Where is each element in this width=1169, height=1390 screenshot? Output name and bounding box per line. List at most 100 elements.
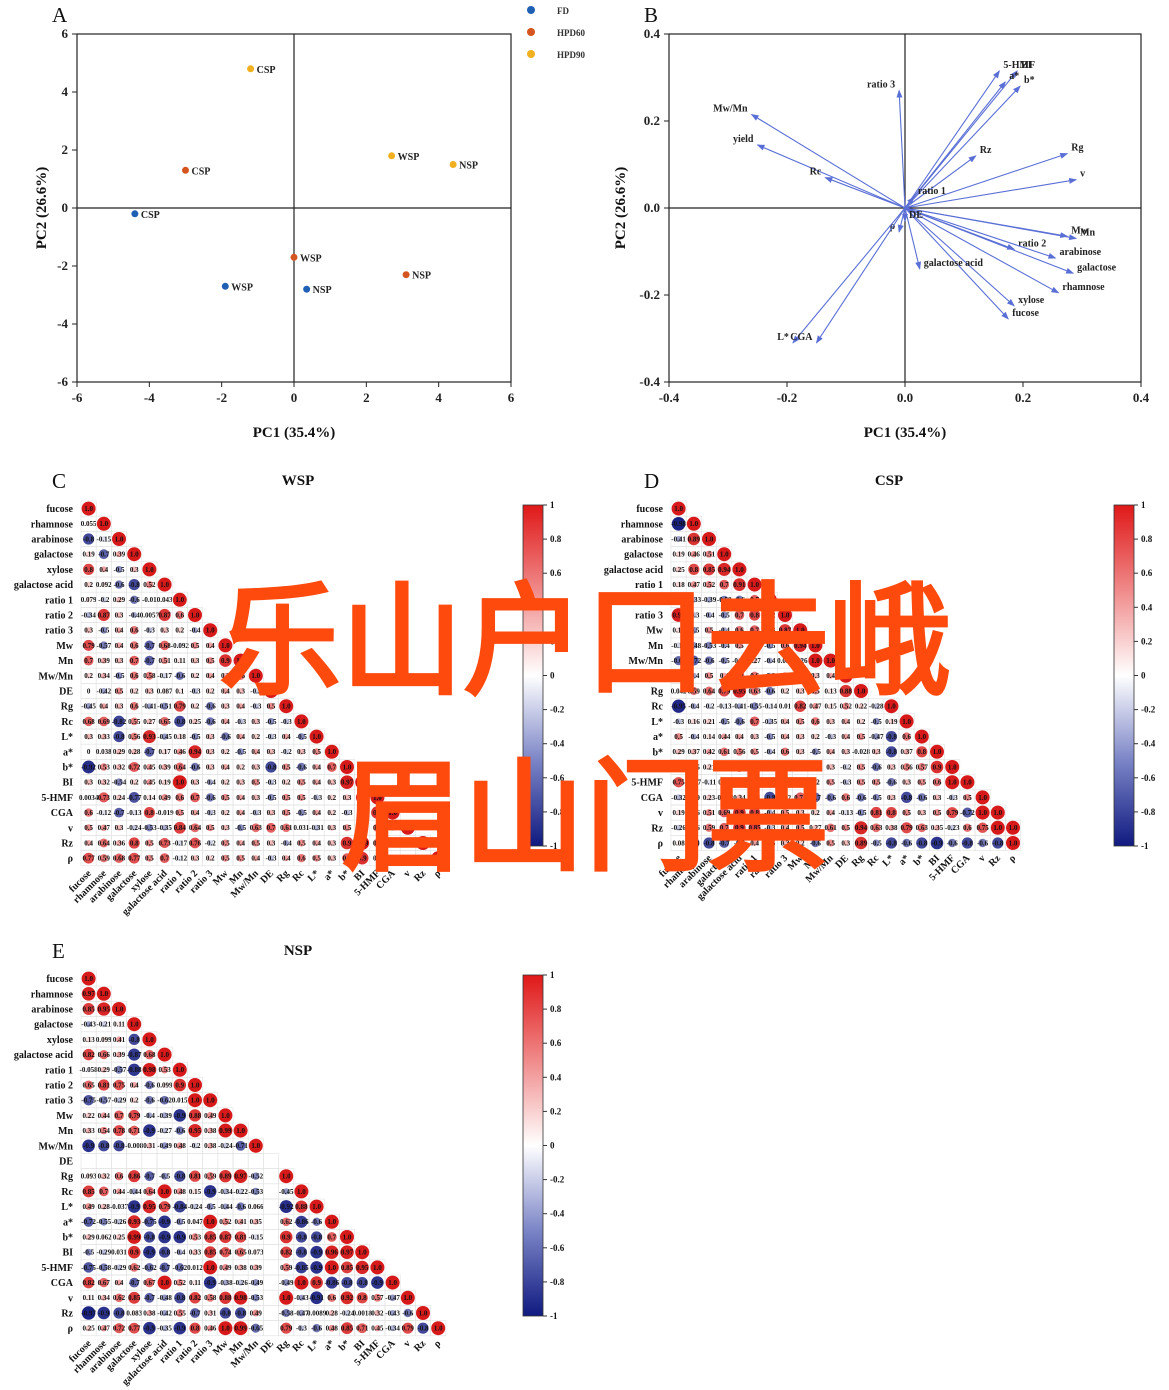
heatmap-cell	[176, 809, 184, 817]
heatmap-cell-value: -0.9	[98, 1309, 110, 1317]
heatmap-cell-value: 0.5	[312, 748, 321, 756]
loading-arrow	[824, 177, 906, 209]
heatmap-cell-value: 0.5	[841, 824, 850, 832]
heatmap-cell	[157, 577, 172, 592]
heatmap-row-label: rhamnose	[621, 519, 664, 530]
loading-label: a*	[1009, 71, 1019, 82]
heatmap-cell-value: 0.82	[280, 1249, 293, 1257]
heatmap-cell-value: 1.0	[115, 1005, 124, 1013]
heatmap-cell-value: 0.95	[356, 1264, 369, 1272]
heatmap-cell-value: 0.35	[931, 824, 944, 832]
heatmap-cell-value: -0.3	[250, 809, 262, 817]
heatmap-cell-value: 0.5	[297, 839, 306, 847]
heatmap-cell-value: -0.8	[296, 1249, 308, 1257]
heatmap-cell-value: 0.28	[326, 1309, 339, 1317]
heatmap-cell-value: 0.4	[841, 733, 850, 741]
panel-a-point-label: WSP	[300, 253, 322, 264]
heatmap-cell-value: -0.8	[129, 581, 141, 589]
heatmap-cell	[675, 642, 682, 649]
heatmap-cell-value: 0.72	[113, 1325, 126, 1333]
heatmap-cell-value: 0.0089	[307, 1309, 327, 1317]
heatmap-cell	[720, 595, 729, 604]
heatmap-cell	[283, 718, 290, 725]
heatmap-cell-value: 0.3	[191, 657, 200, 665]
heatmap-cell	[252, 778, 260, 786]
heatmap-row-label: arabinose	[31, 535, 73, 546]
heatmap-row-label: BI	[652, 763, 663, 774]
heatmap-cell-value: -0.6	[174, 672, 186, 680]
heatmap-cell	[116, 764, 122, 770]
heatmap-cell-value: 0.5	[206, 657, 215, 665]
panel-c-heatmap-wsp: C WSPfucosefucoserhamnoserhamnosearabinos…	[14, 469, 565, 918]
heatmap-cell-value: -0.29	[112, 1097, 127, 1105]
heatmap-cell-value: 1.0	[388, 809, 397, 817]
heatmap-cell-value: -0.98	[671, 520, 686, 528]
heatmap-cell	[282, 809, 290, 817]
heatmap-cell-value: 0.3	[841, 748, 850, 756]
legend-label: HPD90	[557, 50, 585, 60]
heatmap-cell-value: 1.0	[978, 809, 987, 817]
heatmap-cell	[128, 579, 140, 591]
heatmap-cell-value: 0.53	[158, 1066, 171, 1074]
heatmap-col-label: Rg	[850, 853, 866, 869]
heatmap-cell	[675, 566, 682, 573]
colorbar-tick-label: -0.6	[1141, 773, 1156, 783]
heatmap-cell-value: 0.73	[98, 794, 111, 802]
heatmap-cell-value: 0.57	[371, 1294, 384, 1302]
heatmap-cell-value: 0.4	[206, 672, 215, 680]
heatmap-row-label: Rg	[61, 702, 73, 713]
heatmap-cell-value: -0.38	[218, 1279, 233, 1287]
panel-b-xlabel: PC1 (35.4%)	[864, 425, 947, 441]
heatmap-cell-value: 0.2	[251, 733, 260, 741]
heatmap-cell-value: -0.54	[112, 779, 127, 787]
heatmap-cell-value: 0.093	[81, 1173, 97, 1181]
heatmap-cell	[130, 671, 139, 680]
heatmap-row-label: a*	[653, 732, 663, 743]
heatmap-cell-value: 0.6	[130, 642, 139, 650]
heatmap-cell	[237, 764, 244, 770]
heatmap-row-label: Rc	[61, 717, 73, 728]
heatmap-cell	[188, 608, 202, 622]
colorbar-tick-label: -0.2	[1141, 705, 1156, 715]
heatmap-cell	[237, 824, 245, 832]
heatmap-cell-value: -0.35	[157, 824, 172, 832]
heatmap-cell-value: -0.3	[265, 855, 277, 863]
heatmap-cell-value: 0.8	[358, 1294, 367, 1302]
panel-a-ytick-label: 2	[62, 142, 69, 157]
heatmap-cell	[85, 581, 92, 588]
panel-a-point-label: NSP	[313, 285, 332, 296]
heatmap-cell	[85, 794, 92, 801]
panel-a-point-label: NSP	[459, 161, 478, 172]
loading-arrow	[904, 207, 1009, 320]
heatmap-cell-value: 1.0	[902, 718, 911, 726]
loading-label: v	[1080, 169, 1085, 180]
heatmap-cell	[222, 809, 229, 816]
heatmap-cell-value: 0.5	[933, 809, 942, 817]
heatmap-cell	[313, 840, 320, 846]
heatmap-cell-value: 0.71	[128, 1127, 141, 1135]
heatmap-cell-value: 0.65	[234, 1249, 247, 1257]
heatmap-cell	[221, 793, 229, 801]
heatmap-cell-value: 0	[87, 687, 91, 695]
heatmap-cell	[281, 823, 291, 833]
heatmap-cell-value: 0.3	[115, 703, 124, 711]
loading-label: rhamnose	[1062, 282, 1105, 293]
heatmap-cell	[191, 733, 199, 741]
heatmap-cell-value: -0.6	[886, 779, 898, 787]
heatmap-cell	[671, 516, 686, 531]
heatmap-cell-value: 0.4	[84, 839, 93, 847]
heatmap-cell-frame	[263, 1229, 279, 1245]
heatmap-cell-value: -0.2	[205, 839, 217, 847]
loading-arrow	[904, 207, 1057, 259]
heatmap-cell-value: 0.99	[672, 611, 685, 619]
heatmap-cell	[116, 824, 122, 831]
heatmap-cell-value: -0.75	[81, 1264, 96, 1272]
heatmap-cell-value: 0.3	[403, 855, 412, 863]
heatmap-cell-value: 0.099	[96, 1036, 112, 1044]
heatmap-cell-value: 0.89	[855, 839, 868, 847]
panel-b-ytick-label: 0.2	[644, 113, 660, 128]
heatmap-cell	[690, 642, 698, 649]
heatmap-cell-value: 0.28	[128, 748, 141, 756]
panel-a-xtick-label: 4	[435, 390, 442, 405]
heatmap-cell-value: 1.0	[720, 551, 729, 559]
